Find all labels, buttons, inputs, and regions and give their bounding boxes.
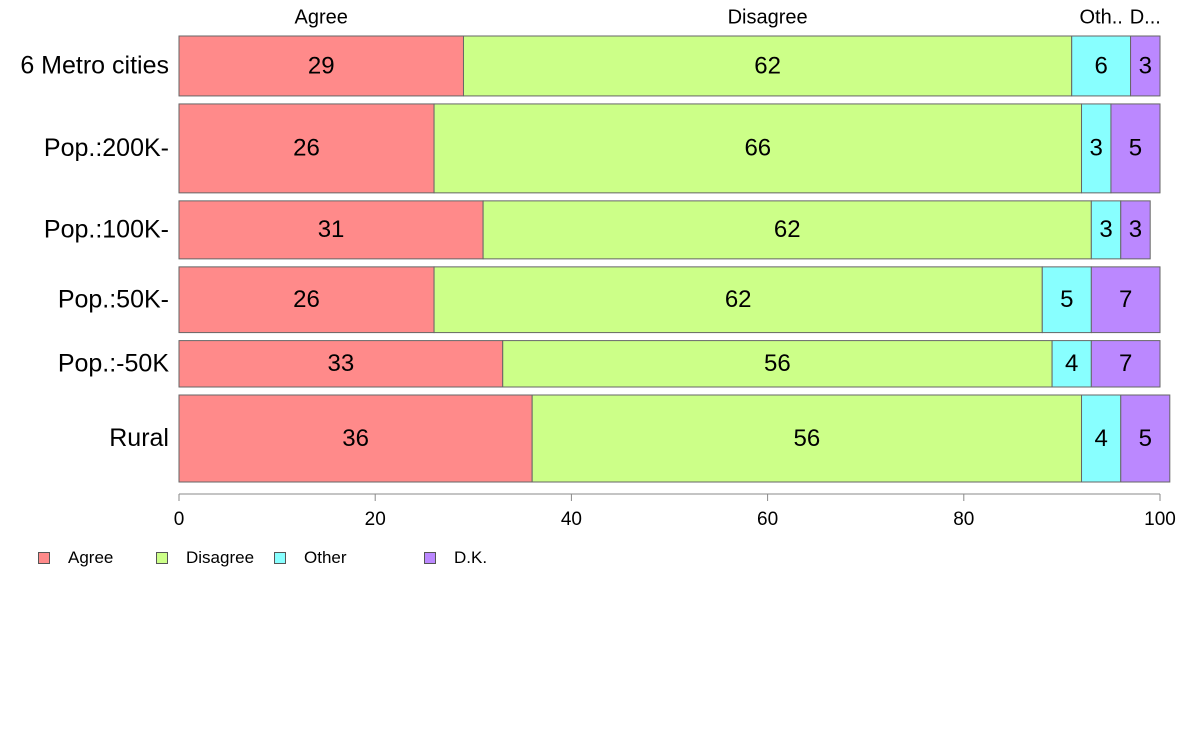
- bar-agree-5: [178, 394, 533, 483]
- legend-label-dk: D.K.: [454, 548, 488, 567]
- category-label-2: Pop.:100K-: [44, 215, 169, 243]
- bar-agree-1: [178, 103, 435, 194]
- legend-label-disagree: Disagree: [186, 548, 255, 567]
- value-label-agree-1: 26: [293, 135, 320, 162]
- legend-item-disagree: Disagree: [156, 548, 274, 568]
- value-label-dk-1: 5: [1129, 135, 1142, 162]
- category-label-1: Pop.:200K-: [44, 134, 169, 162]
- x-tick-label-0: 0: [174, 509, 185, 530]
- bar-dk-0: [1130, 35, 1161, 97]
- bar-disagree-3: [433, 266, 1043, 334]
- bar-dk-2: [1120, 200, 1151, 260]
- value-label-agree-3: 26: [293, 286, 320, 313]
- value-label-other-2: 3: [1099, 216, 1112, 243]
- legend-swatch-dk: [424, 552, 436, 564]
- value-label-disagree-3: 62: [725, 286, 752, 313]
- legend: Agree Disagree Other D.K.: [38, 548, 524, 568]
- x-tick-label-5: 100: [1144, 509, 1176, 530]
- value-label-dk-0: 3: [1139, 52, 1152, 79]
- bar-dk-1: [1110, 103, 1161, 194]
- bar-disagree-5: [531, 394, 1083, 483]
- legend-swatch-disagree: [156, 552, 168, 564]
- bar-other-4: [1051, 340, 1092, 388]
- legend-swatch-other: [274, 552, 286, 564]
- bar-dk-4: [1090, 340, 1161, 388]
- bar-disagree-2: [482, 200, 1092, 260]
- top-label-0: Agree: [295, 6, 348, 28]
- legend-swatch-agree: [38, 552, 50, 564]
- legend-label-agree: Agree: [68, 548, 114, 567]
- value-label-dk-2: 3: [1129, 216, 1142, 243]
- legend-item-other: Other: [274, 548, 424, 568]
- value-label-disagree-5: 56: [793, 425, 820, 452]
- bar-agree-4: [178, 340, 504, 388]
- value-label-dk-3: 7: [1119, 286, 1132, 313]
- bar-other-5: [1081, 394, 1122, 483]
- value-label-disagree-2: 62: [774, 216, 801, 243]
- value-label-dk-4: 7: [1119, 350, 1132, 377]
- bar-dk-3: [1090, 266, 1161, 334]
- top-label-2: Oth..: [1079, 6, 1122, 28]
- value-label-dk-5: 5: [1139, 425, 1152, 452]
- top-label-1: Disagree: [728, 6, 808, 28]
- value-label-disagree-4: 56: [764, 350, 791, 377]
- legend-item-agree: Agree: [38, 548, 156, 568]
- category-label-4: Pop.:-50K: [58, 349, 170, 377]
- value-label-other-5: 4: [1094, 425, 1107, 452]
- bar-disagree-0: [462, 35, 1073, 97]
- value-label-disagree-1: 66: [744, 135, 771, 162]
- top-label-3: D...: [1130, 6, 1161, 28]
- x-tick-label-3: 60: [757, 509, 778, 530]
- value-label-other-1: 3: [1090, 135, 1103, 162]
- bar-disagree-1: [433, 103, 1083, 194]
- value-label-agree-5: 36: [342, 425, 369, 452]
- category-label-5: Rural: [109, 424, 169, 452]
- value-label-other-0: 6: [1094, 52, 1107, 79]
- category-label-3: Pop.:50K-: [58, 285, 169, 313]
- bar-other-1: [1081, 103, 1112, 194]
- category-label-0: 6 Metro cities: [20, 52, 169, 80]
- bar-other-0: [1071, 35, 1132, 97]
- bar-agree-0: [178, 35, 464, 97]
- x-tick-label-2: 40: [561, 509, 582, 530]
- value-label-agree-2: 31: [318, 216, 345, 243]
- bar-dk-5: [1120, 394, 1171, 483]
- bar-agree-2: [178, 200, 484, 260]
- bar-agree-3: [178, 266, 435, 334]
- x-tick-label-4: 80: [953, 509, 974, 530]
- value-label-disagree-0: 62: [754, 52, 781, 79]
- value-label-agree-4: 33: [328, 350, 355, 377]
- x-tick-label-1: 20: [365, 509, 386, 530]
- value-label-other-4: 4: [1065, 350, 1078, 377]
- value-label-other-3: 5: [1060, 286, 1073, 313]
- legend-label-other: Other: [304, 548, 347, 567]
- bar-disagree-4: [502, 340, 1053, 388]
- legend-item-dk: D.K.: [424, 548, 524, 568]
- value-label-agree-0: 29: [308, 52, 335, 79]
